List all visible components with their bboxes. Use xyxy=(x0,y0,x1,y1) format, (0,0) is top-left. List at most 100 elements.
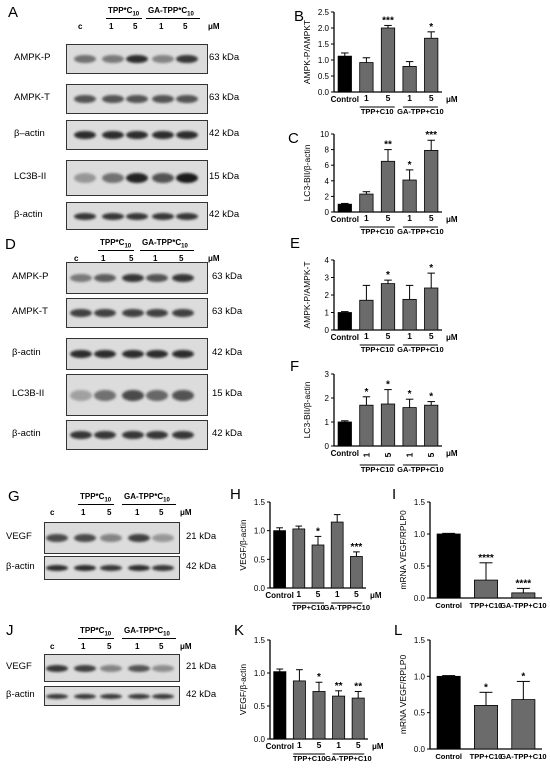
y-tick-label: 1.0 xyxy=(414,672,426,681)
blot-band xyxy=(122,309,144,317)
bar xyxy=(359,193,374,213)
significance-stars: * xyxy=(364,387,368,398)
category-label: 5 xyxy=(356,740,361,750)
blot-band xyxy=(152,534,174,542)
blot-band xyxy=(176,95,198,103)
category-label: Control xyxy=(331,215,359,224)
category-label: 1 xyxy=(364,93,369,103)
category-label: 5 xyxy=(383,452,393,457)
blot-band xyxy=(70,431,92,439)
group-label: GA-TPP+C10 xyxy=(325,754,371,763)
bar xyxy=(511,592,536,599)
bar-chart-l: 0.0 0.5 1.0 1.5 mRNA VEGF/RPLP0 Control * TPP+C… xyxy=(398,636,547,761)
blot-band xyxy=(74,95,96,103)
y-tick-label: 0.5 xyxy=(318,72,330,81)
category-label: 5 xyxy=(429,213,434,223)
blot-band xyxy=(70,274,92,282)
blot-band xyxy=(74,55,96,63)
blot-band xyxy=(70,389,92,401)
group-label: GA-TPP+C10 xyxy=(397,465,443,474)
y-tick-label: 0 xyxy=(325,208,330,217)
y-tick-label: 0 xyxy=(325,326,330,335)
blot-row-label: β-actin xyxy=(14,209,43,220)
y-tick-label: 1.5 xyxy=(254,636,266,645)
blot-band xyxy=(94,274,116,282)
unit-label: μM xyxy=(446,449,458,458)
group-label: TPP+C10 xyxy=(361,227,394,236)
panel-letter-h: H xyxy=(230,486,241,503)
lane-label: 1 xyxy=(101,254,106,263)
blot-band xyxy=(128,565,150,571)
y-axis-label: LC3-BII/β-actin xyxy=(302,144,312,201)
y-tick-label: 1.0 xyxy=(318,56,330,65)
bar xyxy=(402,179,417,213)
category-label: 1 xyxy=(336,740,341,750)
category-label: 1 xyxy=(407,93,412,103)
group-label: TPP+C10 xyxy=(361,465,394,474)
blot-band xyxy=(70,309,92,317)
blot-band xyxy=(176,131,198,139)
bar xyxy=(337,421,352,447)
category-label: 5 xyxy=(354,589,359,599)
header-group-ga-tpp: GA-TPP*C10 xyxy=(142,238,188,250)
blot-row-kda: 15 kDa xyxy=(209,171,240,182)
significance-stars: ** xyxy=(354,681,362,692)
lane-label: 5 xyxy=(133,22,138,31)
header-group-ga-tpp: GA-TPP*C10 xyxy=(124,492,170,504)
blot-band xyxy=(102,95,124,103)
unit-label: μM xyxy=(446,215,458,224)
bar xyxy=(359,404,374,447)
blot-row-label: β-actin xyxy=(12,347,41,358)
y-tick-label: 0.0 xyxy=(318,88,330,97)
lane-unit: μM xyxy=(208,22,220,31)
bar xyxy=(436,533,461,599)
blot-row-label: β–actin xyxy=(14,128,45,139)
category-label: 1 xyxy=(297,740,302,750)
blot-strip xyxy=(66,298,208,328)
bar xyxy=(380,160,396,213)
y-axis-label: AMPK-P/AMPKT xyxy=(302,20,312,84)
y-tick-label: 6 xyxy=(325,161,330,170)
category-label: 5 xyxy=(429,331,434,341)
bar-chart-c: 0 2 4 6 8 10 LC3-BII/β-actin Control 1 ** 5 * 1 *** 5 T… xyxy=(302,130,458,236)
significance-stars: * xyxy=(316,526,320,537)
group-label: TPP+C10 xyxy=(361,107,394,116)
category-label: Control xyxy=(331,449,359,458)
y-tick-label: 0.0 xyxy=(414,594,426,603)
bar-chart-f: 0 1 2 3 LC3-BII/β-actin Control * 1 * 5 * 1 * 5 TPP+C1… xyxy=(302,370,458,474)
y-axis-label: AMPK-P/AMPK-T xyxy=(302,261,312,328)
category-label: 1 xyxy=(361,452,371,457)
category-label: Control xyxy=(331,95,359,104)
blot-row-label: AMPK-T xyxy=(12,306,48,317)
blot-row-kda: 42 kDa xyxy=(212,347,243,358)
y-tick-label: 3 xyxy=(325,274,330,283)
blot-band xyxy=(102,55,124,63)
bar xyxy=(351,697,365,740)
blot-band xyxy=(172,274,194,282)
bar xyxy=(330,521,344,589)
blot-band xyxy=(152,565,174,571)
header-underline xyxy=(78,638,114,639)
blot-band xyxy=(176,55,198,63)
blot-band xyxy=(126,55,148,63)
group-label: TPP+C10 xyxy=(292,603,325,612)
significance-stars: **** xyxy=(516,578,532,589)
lane-label: 5 xyxy=(159,508,164,517)
y-tick-label: 0.0 xyxy=(254,584,266,593)
blot-row-kda: 42 kDa xyxy=(186,689,217,700)
unit-label: μM xyxy=(446,95,458,104)
unit-label: μM xyxy=(370,591,382,600)
category-label: 1 xyxy=(296,589,301,599)
bar xyxy=(359,299,374,331)
blot-band xyxy=(152,664,174,672)
y-tick-label: 0 xyxy=(325,442,330,451)
blot-strip xyxy=(66,120,208,150)
header-underline xyxy=(98,250,134,251)
blot-row-kda: 63 kDa xyxy=(209,92,240,103)
lane-label: 1 xyxy=(109,22,114,31)
lane-label: 1 xyxy=(135,642,140,651)
blot-band xyxy=(172,350,194,358)
blot-band xyxy=(152,173,174,183)
significance-stars: * xyxy=(408,389,412,400)
